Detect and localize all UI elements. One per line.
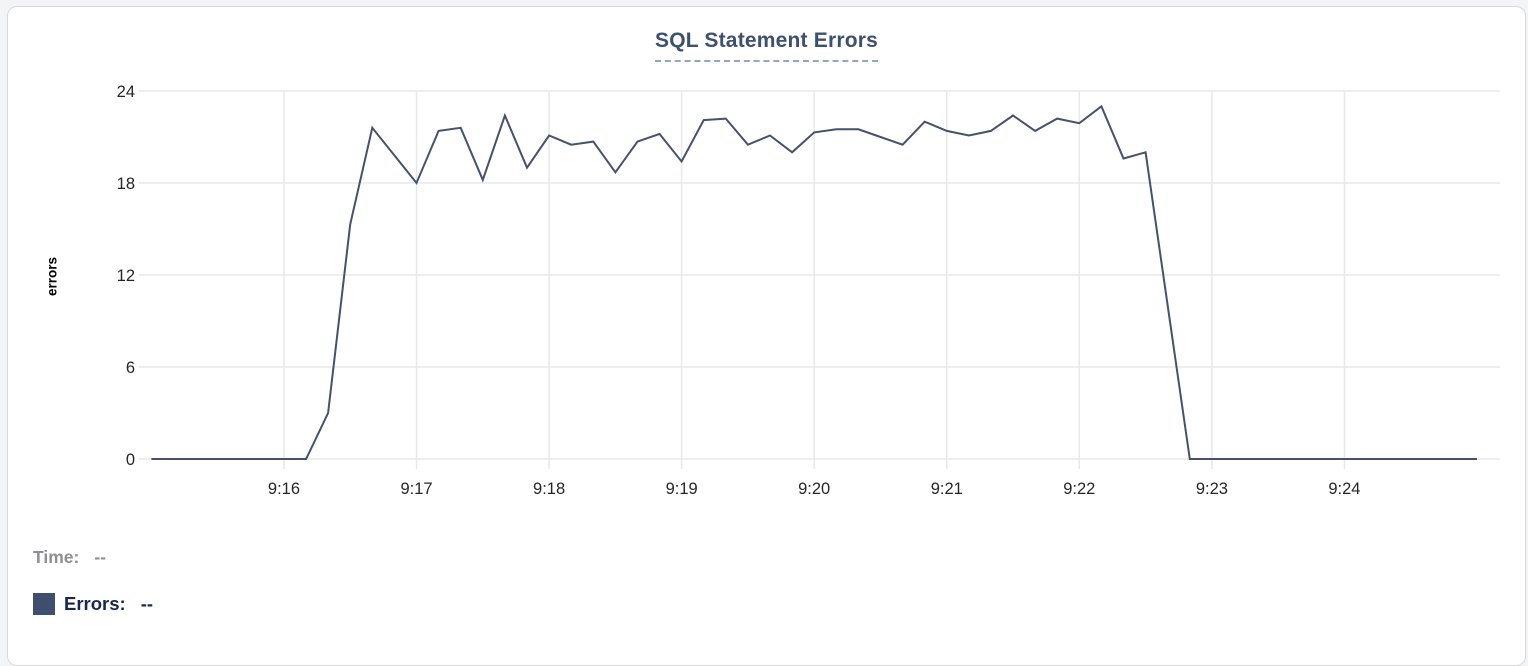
y-tick-label: 18 — [117, 175, 135, 193]
x-tick-label: 9:16 — [268, 480, 300, 498]
y-tick-label: 0 — [126, 451, 135, 469]
y-tick-label: 6 — [126, 359, 135, 377]
errors-series-swatch-icon — [33, 593, 55, 615]
chart-title[interactable]: SQL Statement Errors — [654, 29, 878, 62]
time-label: Time: — [33, 547, 80, 567]
chart-title-wrap: SQL Statement Errors — [8, 29, 1525, 62]
x-tick-label: 9:23 — [1196, 480, 1228, 498]
x-tick-label: 9:21 — [931, 480, 963, 498]
errors-line-chart[interactable]: 0 6 12 18 24 9:16 9:17 9:18 9:19 9:20 9:21 9:22 9:23… — [8, 7, 1528, 512]
y-axis-label: errors — [44, 256, 60, 297]
x-tick-label: 9:18 — [533, 480, 565, 498]
errors-value: -- — [140, 593, 154, 614]
y-tick-label: 12 — [117, 267, 135, 285]
x-tick-label: 9:22 — [1063, 480, 1095, 498]
tooltip-time-row: Time: -- — [33, 547, 106, 568]
chart-card: SQL Statement Errors 0 6 12 18 24 9:16 9:17 9:1… — [7, 6, 1526, 666]
time-value: -- — [94, 547, 107, 567]
y-tick-label: 24 — [117, 83, 135, 101]
errors-label: Errors: — [64, 593, 126, 614]
x-tick-label: 9:24 — [1328, 480, 1360, 498]
x-tick-label: 9:20 — [798, 480, 830, 498]
legend-errors-row: Errors: -- — [33, 593, 153, 615]
x-tick-label: 9:19 — [666, 480, 698, 498]
x-tick-label: 9:17 — [400, 480, 432, 498]
errors-series-line — [151, 104, 1477, 460]
